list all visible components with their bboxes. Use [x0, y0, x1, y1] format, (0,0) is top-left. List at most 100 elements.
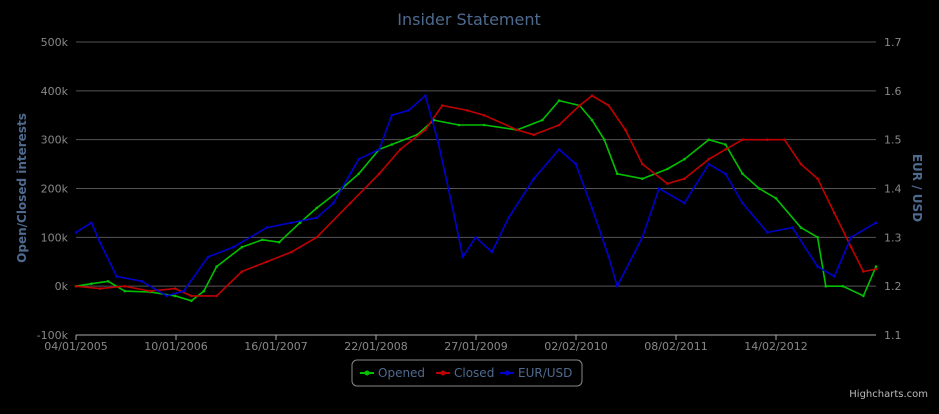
data-point [615, 284, 619, 288]
data-point [265, 260, 269, 264]
data-point [774, 197, 778, 200]
data-point [849, 236, 853, 239]
legend-item-eur-usd[interactable]: EUR/USD [500, 366, 572, 380]
data-point [315, 236, 319, 239]
data-point [98, 240, 102, 244]
data-point [215, 265, 218, 268]
data-point [741, 138, 744, 141]
y-tick-label: -100k [37, 329, 69, 342]
legend-item-closed[interactable]: Closed [436, 366, 494, 380]
data-point [874, 265, 878, 268]
y2-tick-label: 1.5 [884, 134, 902, 147]
data-point [724, 148, 727, 151]
data-point [799, 162, 803, 166]
data-point [148, 289, 152, 293]
legend-label: Opened [378, 366, 425, 380]
x-tick-label: 02/02/2010 [544, 340, 607, 353]
data-point [482, 114, 486, 117]
series-line-eur-usd[interactable] [75, 94, 877, 297]
data-point [515, 128, 519, 132]
data-point [641, 162, 644, 166]
data-point [290, 250, 293, 254]
legend-symbol-marker [504, 370, 510, 376]
data-point [590, 206, 594, 210]
data-point [377, 172, 381, 176]
data-point [123, 284, 127, 288]
data-point [277, 240, 281, 244]
y2-tick-label: 1.4 [884, 183, 902, 196]
data-point [202, 289, 206, 293]
y2-tick-label: 1.2 [884, 280, 902, 293]
data-point [165, 294, 168, 298]
data-point [615, 172, 619, 176]
data-point [557, 99, 561, 102]
data-point [332, 201, 335, 205]
data-point [407, 109, 410, 112]
data-point [74, 284, 78, 288]
data-point [557, 148, 561, 151]
data-point [240, 245, 244, 249]
right-axis-title: EUR / USD [910, 154, 924, 222]
data-point [106, 280, 110, 283]
data-point [874, 267, 878, 271]
data-point [449, 197, 452, 200]
series-group [74, 94, 878, 303]
data-point [173, 294, 177, 298]
data-point [265, 226, 269, 229]
data-point [390, 113, 394, 117]
data-point [315, 216, 319, 220]
data-point [666, 182, 669, 185]
data-point [190, 294, 193, 298]
data-point [377, 148, 381, 151]
data-point [766, 138, 769, 141]
data-point [666, 167, 669, 171]
data-point [441, 104, 444, 107]
y-tick-label: 300k [41, 134, 69, 147]
data-point [206, 255, 210, 259]
data-point [90, 221, 93, 224]
data-point [399, 148, 402, 151]
data-point [816, 177, 819, 180]
data-point [624, 128, 627, 132]
data-point [436, 138, 439, 141]
data-point [182, 289, 185, 293]
y-tick-label: 200k [41, 183, 69, 196]
data-point [474, 236, 478, 239]
legend-symbol-marker [364, 370, 370, 376]
data-point [683, 157, 686, 161]
data-point [799, 226, 803, 229]
data-point [757, 187, 761, 190]
data-point [541, 118, 544, 122]
y2-tick-label: 1.7 [884, 36, 902, 49]
legend[interactable]: Opened Closed EUR/USD [351, 359, 583, 387]
data-point [315, 206, 319, 210]
data-point [683, 177, 686, 180]
data-point [482, 123, 486, 127]
data-point [791, 226, 794, 229]
data-point [298, 221, 302, 224]
data-point [590, 94, 594, 97]
credits-link[interactable]: Highcharts.com [849, 389, 928, 400]
data-point [683, 201, 686, 205]
data-point [115, 275, 118, 278]
y2-tick-label: 1.6 [884, 85, 902, 98]
data-point [862, 270, 865, 273]
left-axis-ticks: -100k 0k 100k 200k 300k 400k 500k [37, 36, 69, 342]
legend-label: Closed [454, 366, 494, 380]
data-point [507, 216, 510, 220]
data-point [833, 275, 836, 278]
data-point [290, 221, 293, 224]
data-point [657, 187, 661, 190]
y2-tick-label: 1.3 [884, 231, 902, 244]
data-point [261, 238, 264, 242]
data-point [607, 104, 610, 107]
left-axis-title: Open/Closed interests [15, 113, 29, 263]
data-point [173, 287, 177, 290]
data-point [90, 282, 93, 286]
data-point [849, 245, 853, 249]
data-point [607, 255, 610, 259]
legend-item-opened[interactable]: Opened [360, 366, 425, 380]
y2-tick-label: 1.1 [884, 329, 902, 342]
data-point [123, 289, 127, 293]
